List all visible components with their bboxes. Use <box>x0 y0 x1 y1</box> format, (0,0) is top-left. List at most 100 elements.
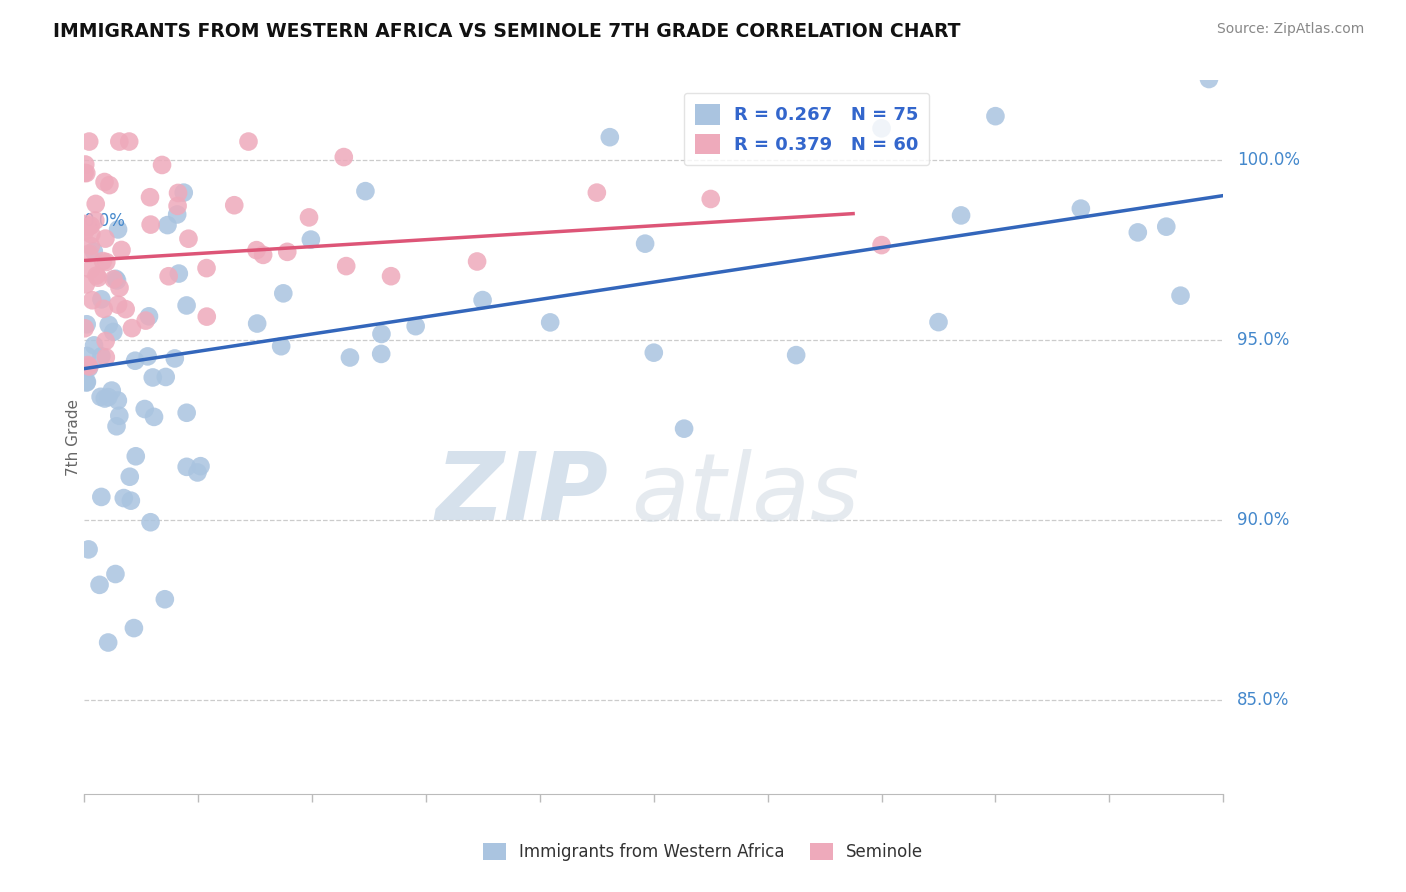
Point <box>107 298 129 312</box>
Point <box>139 190 162 204</box>
Point <box>471 293 494 307</box>
Point <box>76 349 98 363</box>
Point <box>298 211 321 225</box>
Point <box>186 466 208 480</box>
Point <box>136 350 159 364</box>
Text: 95.0%: 95.0% <box>1237 331 1289 349</box>
Point <box>73 166 96 180</box>
Point <box>108 135 131 149</box>
Point <box>125 450 148 464</box>
Point <box>1198 72 1220 87</box>
Point <box>238 135 260 149</box>
Point <box>700 192 723 206</box>
Point <box>155 370 177 384</box>
Point <box>89 578 111 592</box>
Point <box>97 318 120 332</box>
Point <box>153 592 176 607</box>
Point <box>94 351 117 365</box>
Point <box>163 351 186 366</box>
Point <box>190 459 212 474</box>
Point <box>299 233 322 247</box>
Y-axis label: 7th Grade: 7th Grade <box>66 399 80 475</box>
Point <box>107 222 129 236</box>
Point <box>380 269 402 284</box>
Point <box>245 243 267 257</box>
Text: ZIP: ZIP <box>436 448 609 541</box>
Point <box>252 248 274 262</box>
Point <box>586 186 609 200</box>
Text: Source: ZipAtlas.com: Source: ZipAtlas.com <box>1216 22 1364 37</box>
Text: 90.0%: 90.0% <box>1237 511 1289 529</box>
Point <box>93 301 115 316</box>
Point <box>80 239 103 253</box>
Point <box>673 422 696 436</box>
Point <box>950 208 973 222</box>
Text: IMMIGRANTS FROM WESTERN AFRICA VS SEMINOLE 7TH GRADE CORRELATION CHART: IMMIGRANTS FROM WESTERN AFRICA VS SEMINO… <box>53 22 960 41</box>
Point <box>104 272 127 286</box>
Point <box>370 326 392 341</box>
Point <box>870 238 893 252</box>
Point <box>1126 226 1149 240</box>
Point <box>1070 202 1092 216</box>
Point <box>195 310 218 324</box>
Point <box>1156 219 1178 234</box>
Point <box>156 218 179 232</box>
Point <box>80 219 103 233</box>
Point <box>77 542 100 557</box>
Point <box>134 402 156 417</box>
Point <box>84 213 107 227</box>
Point <box>94 334 117 348</box>
Point <box>75 166 97 180</box>
Text: atlas: atlas <box>631 449 859 540</box>
Point <box>86 268 108 283</box>
Point <box>139 218 162 232</box>
Point <box>80 227 103 242</box>
Point <box>538 315 561 329</box>
Point <box>76 375 98 389</box>
Point <box>112 491 135 505</box>
Point <box>122 621 145 635</box>
Point <box>984 109 1007 123</box>
Point <box>83 244 105 259</box>
Point <box>142 370 165 384</box>
Point <box>634 236 657 251</box>
Point <box>103 325 125 339</box>
Text: 85.0%: 85.0% <box>1237 691 1289 709</box>
Point <box>105 419 128 434</box>
Point <box>157 269 180 284</box>
Point <box>100 384 122 398</box>
Point <box>138 310 160 324</box>
Point <box>173 186 195 200</box>
Point <box>97 390 120 404</box>
Point <box>1170 288 1192 302</box>
Point <box>73 217 96 231</box>
Point <box>176 459 198 474</box>
Point <box>97 635 120 649</box>
Point <box>91 254 114 268</box>
Point <box>339 351 361 365</box>
Point <box>335 259 357 273</box>
Point <box>276 244 298 259</box>
Point <box>90 390 112 404</box>
Point <box>107 393 129 408</box>
Point <box>90 490 112 504</box>
Point <box>84 197 107 211</box>
Point <box>98 178 121 193</box>
Point <box>370 347 392 361</box>
Point <box>150 158 173 172</box>
Point <box>167 186 190 200</box>
Point <box>87 270 110 285</box>
Point <box>405 319 427 334</box>
Point <box>246 317 269 331</box>
Point <box>599 130 621 145</box>
Text: 100.0%: 100.0% <box>1237 151 1301 169</box>
Point <box>354 184 377 198</box>
Point <box>103 272 125 286</box>
Point <box>90 293 112 307</box>
Point <box>108 409 131 423</box>
Point <box>77 361 100 376</box>
Point <box>83 338 105 352</box>
Point <box>94 392 117 406</box>
Point <box>135 313 157 327</box>
Point <box>166 199 188 213</box>
